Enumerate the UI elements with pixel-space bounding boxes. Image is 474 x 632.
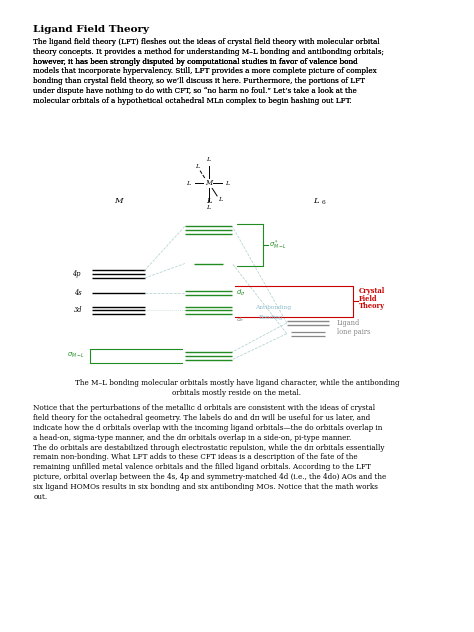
Text: The ligand field theory (LFT) fleshes out the ideas of crystal field theory with: The ligand field theory (LFT) fleshes ou… — [33, 38, 380, 46]
Text: under dispute have nothing to do with CFT, so “no harm no foul.” Let’s take a lo: under dispute have nothing to do with CF… — [33, 87, 357, 95]
Text: Notice that the perturbations of the metallic d orbitals are consistent with the: Notice that the perturbations of the met… — [33, 404, 375, 413]
Text: orbitals mostly reside on the metal.: orbitals mostly reside on the metal. — [173, 389, 301, 398]
Text: Ligand: Ligand — [337, 319, 360, 327]
Text: The M–L bonding molecular orbitals mostly have ligand character, while the antib: The M–L bonding molecular orbitals mostl… — [75, 379, 399, 387]
Text: however, it has been strongly disputed by computational studies in favor of vale: however, it has been strongly disputed b… — [33, 58, 358, 66]
Text: M: M — [205, 179, 212, 187]
Text: 4s: 4s — [74, 289, 82, 296]
Text: Ligand Field Theory: Ligand Field Theory — [33, 25, 149, 34]
Text: L: L — [207, 157, 210, 162]
Text: molecular orbitals of a hypothetical octahedral MLn complex to begin hashing out: molecular orbitals of a hypothetical oct… — [33, 97, 352, 105]
Text: Theory: Theory — [359, 302, 385, 310]
Text: out.: out. — [33, 493, 47, 501]
Text: six ligand HOMOs results in six bonding and six antibonding MOs. Notice that the: six ligand HOMOs results in six bonding … — [33, 483, 378, 491]
Text: remaining unfilled metal valence orbitals and the filled ligand orbitals. Accord: remaining unfilled metal valence orbital… — [33, 463, 371, 471]
Text: L: L — [225, 181, 229, 186]
Text: remain non-bonding. What LFT adds to these CFT ideas is a description of the fat: remain non-bonding. What LFT adds to the… — [33, 454, 358, 461]
Text: M: M — [114, 197, 123, 205]
Text: theory concepts. It provides a method for understanding M–L bonding and antibond: theory concepts. It provides a method fo… — [33, 48, 384, 56]
Text: 4p: 4p — [72, 270, 81, 278]
Text: $\sigma^*_{M-L}$: $\sigma^*_{M-L}$ — [269, 238, 287, 252]
Text: The ligand field theory (LFT) fleshes out the ideas of crystal field theory with: The ligand field theory (LFT) fleshes ou… — [33, 38, 380, 46]
Text: field theory for the octahedral geometry. The labels do and dπ will be useful fo: field theory for the octahedral geometry… — [33, 415, 370, 422]
Text: Field: Field — [359, 295, 377, 303]
Text: The do orbitals are destabilized through electrostatic repulsion, while the dπ o: The do orbitals are destabilized through… — [33, 444, 385, 452]
Text: Antibonding: Antibonding — [255, 305, 291, 310]
Text: L: L — [218, 197, 222, 202]
Text: lone pairs: lone pairs — [337, 328, 370, 336]
Text: $d_\sigma$: $d_\sigma$ — [236, 288, 246, 298]
Text: a head-on, sigma-type manner, and the dπ orbitals overlap in a side-on, pi-type : a head-on, sigma-type manner, and the dπ… — [33, 434, 351, 442]
Text: picture, orbital overlap between the 4s, 4p and symmetry-matched 4d (i.e., the 4: picture, orbital overlap between the 4s,… — [33, 473, 386, 481]
Text: theory concepts. It provides a method for understanding M–L bonding and antibond: theory concepts. It provides a method fo… — [33, 48, 384, 56]
Text: 3d: 3d — [73, 307, 82, 314]
Text: however, it has been strongly disputed by computational studies in favor of vale: however, it has been strongly disputed b… — [33, 58, 358, 66]
Text: indicate how the d orbitals overlap with the incoming ligand orbitals—the do orb: indicate how the d orbitals overlap with… — [33, 424, 383, 432]
Text: bonding than crystal field theory, so we’ll discuss it here. Furthermore, the po: bonding than crystal field theory, so we… — [33, 77, 365, 85]
Text: L: L — [186, 181, 191, 186]
Text: L: L — [206, 197, 211, 205]
Text: $d_\pi$: $d_\pi$ — [236, 315, 245, 324]
Text: L: L — [207, 205, 210, 210]
Text: Bonding: Bonding — [258, 315, 283, 320]
Text: however, it has been strongly disputed by computational studies in favor of vale: however, it has been strongly disputed b… — [33, 58, 358, 66]
Text: bonding than crystal field theory, so we’ll discuss it here. Furthermore, the po: bonding than crystal field theory, so we… — [33, 77, 365, 85]
Text: models that incorporate hypervalency. Still, LFT provides a more complete pictur: models that incorporate hypervalency. St… — [33, 68, 377, 75]
Text: L: L — [195, 164, 199, 169]
Text: molecular orbitals of a hypothetical octahedral MLn complex to begin hashing out: molecular orbitals of a hypothetical oct… — [33, 97, 352, 105]
Text: L: L — [313, 197, 319, 205]
Text: under dispute have nothing to do with CFT, so “no harm no foul.” Let’s take a lo: under dispute have nothing to do with CF… — [33, 87, 357, 95]
Text: models that incorporate hypervalency. Still, LFT provides a more complete pictur: models that incorporate hypervalency. St… — [33, 68, 377, 75]
Text: $\sigma_{M-L}$: $\sigma_{M-L}$ — [67, 351, 85, 360]
Text: Crystal: Crystal — [359, 287, 385, 295]
Text: 6: 6 — [321, 200, 325, 205]
